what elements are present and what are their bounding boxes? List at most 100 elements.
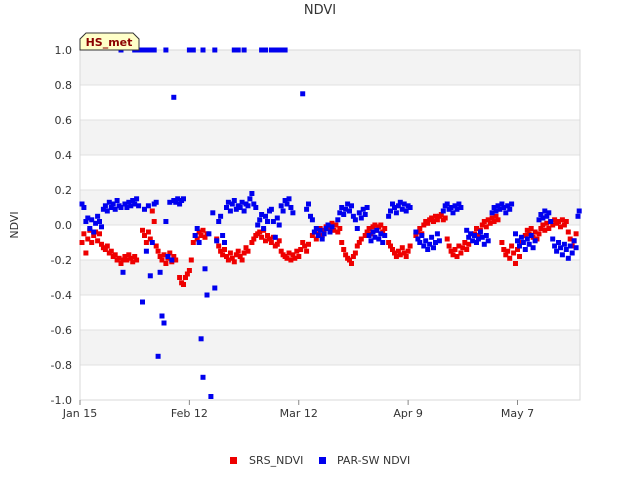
data-point <box>429 215 435 221</box>
data-point <box>106 199 112 205</box>
data-point <box>165 254 171 259</box>
data-point <box>128 203 134 209</box>
data-point <box>116 255 122 261</box>
data-point <box>438 212 444 217</box>
data-point <box>159 257 165 263</box>
data-point <box>99 224 104 230</box>
data-point <box>235 248 241 254</box>
data-point <box>491 219 497 224</box>
data-point <box>356 210 362 216</box>
data-point <box>460 245 466 251</box>
data-point <box>132 254 138 259</box>
data-point <box>167 199 173 205</box>
data-point <box>243 245 249 251</box>
data-point <box>87 226 93 231</box>
data-point <box>405 248 411 254</box>
data-point <box>280 208 286 214</box>
data-point <box>89 217 95 223</box>
data-point <box>120 269 126 275</box>
data-point <box>95 238 101 244</box>
data-point <box>212 285 218 291</box>
data-point <box>335 229 341 235</box>
data-point <box>503 210 509 216</box>
data-point <box>427 241 433 247</box>
band <box>80 260 580 295</box>
data-point <box>237 205 243 210</box>
data-point <box>265 219 270 224</box>
data-point <box>413 233 419 238</box>
data-point <box>433 240 438 245</box>
data-point <box>434 231 440 237</box>
data-point <box>257 229 263 235</box>
data-point <box>456 201 462 207</box>
data-point <box>227 250 233 256</box>
y-tick-label: -0.2 <box>51 254 72 267</box>
data-point <box>573 231 579 237</box>
data-point <box>309 233 315 238</box>
data-point <box>274 215 280 221</box>
data-point <box>296 254 302 259</box>
data-point <box>540 222 546 228</box>
data-point <box>528 233 534 238</box>
data-point <box>444 236 450 242</box>
data-point <box>81 205 87 210</box>
data-point <box>423 238 429 244</box>
data-point <box>241 208 247 214</box>
data-point <box>532 238 538 244</box>
data-point <box>323 226 329 231</box>
data-point <box>140 299 145 305</box>
data-point <box>462 240 468 245</box>
band <box>80 50 580 85</box>
data-point <box>206 231 212 237</box>
data-point <box>530 245 536 251</box>
data-point <box>350 213 356 219</box>
x-tick-label: Feb 12 <box>171 407 208 420</box>
data-point <box>229 201 235 207</box>
data-point <box>395 248 401 254</box>
data-point <box>548 219 554 224</box>
data-point <box>392 250 397 256</box>
data-point <box>239 199 245 205</box>
data-point <box>194 226 200 231</box>
data-point <box>489 210 495 216</box>
data-point <box>108 205 114 210</box>
data-point <box>202 234 208 240</box>
data-point <box>378 222 384 228</box>
data-point <box>436 238 442 244</box>
data-point <box>454 254 460 259</box>
data-point <box>124 205 130 210</box>
data-point <box>136 203 142 209</box>
data-point <box>364 205 370 210</box>
data-point <box>118 205 124 210</box>
data-point <box>151 47 157 53</box>
data-point <box>479 234 485 240</box>
data-point <box>571 238 577 244</box>
data-point <box>276 47 282 53</box>
data-point <box>225 257 231 263</box>
data-point <box>390 247 395 252</box>
data-point <box>446 243 452 249</box>
data-point <box>167 250 173 256</box>
data-point <box>515 238 520 244</box>
data-point <box>370 229 376 235</box>
data-point <box>270 219 276 224</box>
data-point <box>155 248 161 254</box>
data-point <box>93 220 99 226</box>
data-point <box>306 241 311 247</box>
y-tick-label: 0.4 <box>55 149 73 162</box>
data-point <box>171 94 177 100</box>
data-point <box>337 226 343 231</box>
data-point <box>171 254 177 259</box>
data-point <box>126 252 132 258</box>
y-tick-label: 0.6 <box>55 114 73 127</box>
data-point <box>231 259 237 265</box>
x-tick-label: Jan 15 <box>62 407 97 420</box>
data-point <box>102 203 108 209</box>
data-point <box>517 254 522 259</box>
data-point <box>403 208 409 214</box>
legend: SRS_NDVI PAR-SW NDVI <box>230 454 410 467</box>
data-point <box>362 212 368 217</box>
data-point <box>224 254 229 259</box>
y-tick-label: -0.8 <box>51 359 72 372</box>
data-point <box>181 196 186 202</box>
